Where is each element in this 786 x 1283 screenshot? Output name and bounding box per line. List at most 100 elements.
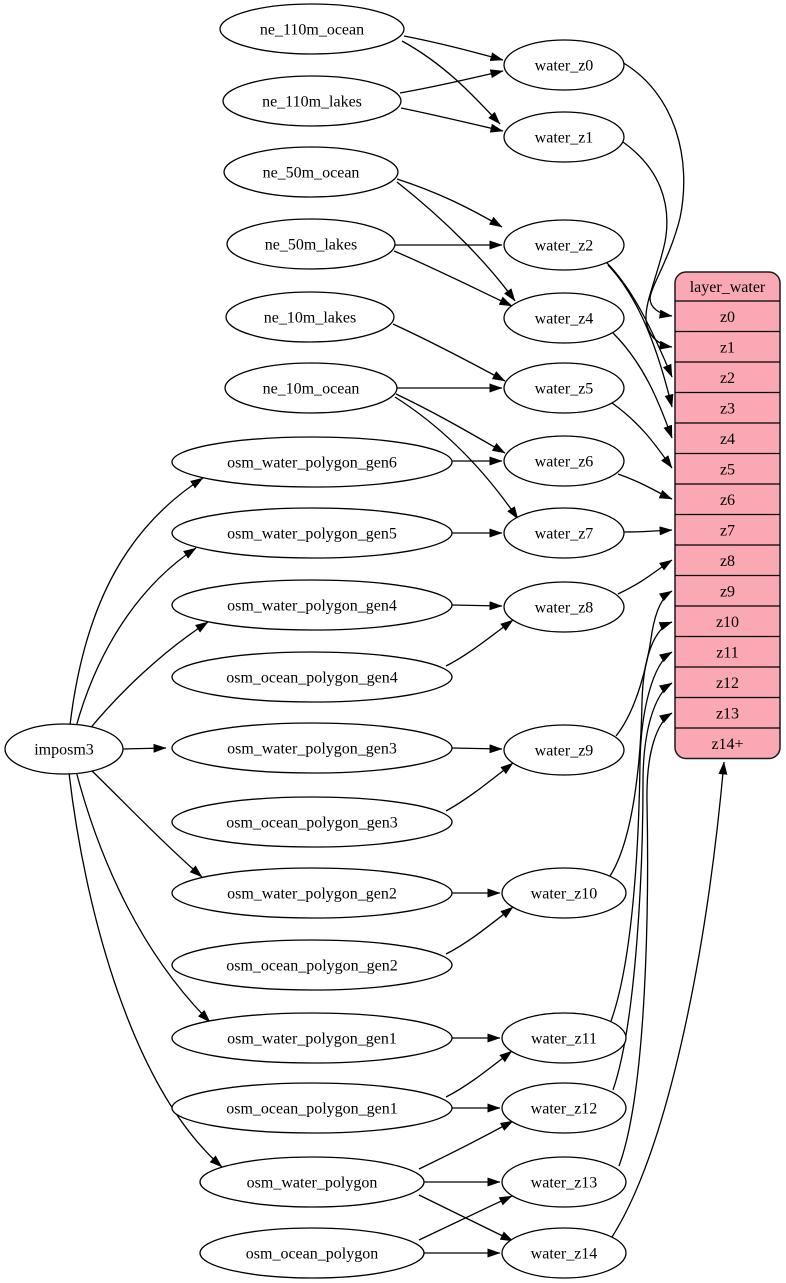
- edge-ne_110m_lakes-to-water_z1: [400, 107, 504, 133]
- node-label-water_z2: water_z2: [535, 238, 594, 255]
- node-ellipse-water_z1: [503, 111, 625, 163]
- node-osm_ocean_polygon_gen1: osm_ocean_polygon_gen1: [171, 1082, 453, 1134]
- node-water_z10: water_z10: [501, 867, 627, 919]
- node-water_z2: water_z2: [503, 219, 625, 271]
- record-row-z14+: z14+: [711, 736, 743, 753]
- edge-ne_110m_ocean-to-water_z1: [401, 40, 501, 125]
- node-ellipse-ne_10m_ocean: [224, 362, 398, 414]
- node-water_z5: water_z5: [503, 362, 625, 414]
- edge-osm_ocean_polygon_gen3-to-water_z9: [445, 762, 514, 812]
- node-imposm3: imposm3: [4, 723, 124, 775]
- edge-water_z0-to-layer_water-z0: [621, 61, 685, 319]
- node-osm_water_polygon_gen5: osm_water_polygon_gen5: [171, 507, 453, 559]
- node-ellipse-water_z4: [503, 292, 625, 344]
- node-ne_110m_lakes: ne_110m_lakes: [222, 75, 402, 127]
- edge-imposm3-to-osm_water_polygon_gen3: [122, 743, 167, 753]
- node-osm_ocean_polygon_gen4: osm_ocean_polygon_gen4: [171, 651, 453, 703]
- edge-water_z2-to-layer_water-z3: [607, 264, 674, 408]
- edge-water_z13-to-layer_water-z13: [618, 712, 673, 1167]
- node-ellipse-water_z0: [503, 39, 625, 91]
- node-ellipse-imposm3: [4, 723, 124, 775]
- edge-water_z8-to-layer_water-z8: [617, 559, 673, 595]
- node-label-water_z5: water_z5: [535, 381, 594, 398]
- node-label-osm_water_polygon_gen3: osm_water_polygon_gen3: [227, 741, 397, 758]
- node-ellipse-osm_ocean_polygon_gen4: [171, 651, 453, 703]
- record-row-z13: z13: [716, 705, 739, 722]
- edge-water_z7-to-layer_water-z7: [623, 526, 673, 536]
- node-label-water_z6: water_z6: [535, 454, 594, 471]
- node-ellipse-osm_water_polygon_gen4: [171, 579, 453, 631]
- edge-osm_ocean_polygon_gen4-to-water_z8: [445, 619, 514, 667]
- node-ellipse-osm_water_polygon_gen1: [171, 1012, 453, 1064]
- edge-ne_10m_ocean-to-water_z7: [394, 396, 519, 520]
- node-ellipse-ne_50m_lakes: [226, 218, 396, 270]
- edge-imposm3-to-osm_water_polygon_gen1: [75, 770, 211, 1023]
- node-water_z14: water_z14: [501, 1227, 627, 1279]
- edge-osm_ocean_polygon_gen1-to-water_z11: [445, 1050, 513, 1098]
- edge-imposm3-to-osm_water_polygon: [68, 772, 223, 1168]
- node-water_z8: water_z8: [503, 581, 625, 633]
- node-water_z7: water_z7: [503, 507, 625, 559]
- node-osm_water_polygon_gen2: osm_water_polygon_gen2: [171, 867, 453, 919]
- node-ellipse-ne_110m_lakes: [222, 75, 402, 127]
- node-label-water_z10: water_z10: [531, 886, 598, 903]
- node-label-osm_water_polygon: osm_water_polygon: [247, 1175, 378, 1192]
- node-osm_water_polygon_gen1: osm_water_polygon_gen1: [171, 1012, 453, 1064]
- record-row-z2: z2: [720, 370, 735, 387]
- edge-water_z5-to-layer_water-z5: [611, 402, 673, 469]
- record-row-z11: z11: [716, 644, 739, 661]
- node-ellipse-water_z8: [503, 581, 625, 633]
- edge-imposm3-to-osm_water_polygon_gen6: [69, 477, 204, 726]
- node-water_z11: water_z11: [501, 1012, 627, 1064]
- node-water_z0: water_z0: [503, 39, 625, 91]
- edge-ne_10m_lakes-to-water_z5: [392, 323, 506, 382]
- record-row-z0: z0: [720, 309, 735, 326]
- node-osm_water_polygon_gen4: osm_water_polygon_gen4: [171, 579, 453, 631]
- edge-water_z9-to-layer_water-z9: [615, 590, 673, 737]
- node-label-water_z8: water_z8: [535, 600, 594, 617]
- node-osm_ocean_polygon_gen2: osm_ocean_polygon_gen2: [171, 939, 453, 991]
- node-ellipse-water_z6: [503, 435, 625, 487]
- node-label-water_z12: water_z12: [531, 1101, 598, 1118]
- node-osm_water_polygon_gen6: osm_water_polygon_gen6: [171, 436, 453, 488]
- edge-water_z11-to-layer_water-z11: [610, 651, 673, 1022]
- node-label-water_z1: water_z1: [535, 130, 594, 147]
- node-ellipse-ne_110m_ocean: [219, 3, 405, 55]
- node-label-ne_50m_ocean: ne_50m_ocean: [263, 165, 360, 182]
- edge-ne_50m_ocean-to-water_z4: [396, 181, 516, 302]
- node-ellipse-osm_water_polygon_gen5: [171, 507, 453, 559]
- node-osm_water_polygon: osm_water_polygon: [199, 1156, 425, 1208]
- edge-water_z6-to-layer_water-z6: [617, 473, 673, 500]
- node-water_z4: water_z4: [503, 292, 625, 344]
- node-label-ne_10m_lakes: ne_10m_lakes: [264, 310, 356, 327]
- node-water_z12: water_z12: [501, 1082, 627, 1134]
- node-ellipse-water_z5: [503, 362, 625, 414]
- node-label-osm_ocean_polygon: osm_ocean_polygon: [246, 1246, 378, 1263]
- node-ellipse-osm_ocean_polygon_gen3: [171, 796, 453, 848]
- nodes-layer: imposm3 ne_110m_ocean ne_110m_lakes ne_50m_…: [4, 3, 627, 1279]
- node-label-ne_10m_ocean: ne_10m_ocean: [263, 381, 360, 398]
- edge-ne_110m_lakes-to-water_z0: [399, 69, 504, 94]
- edge-osm_ocean_polygon_gen2-to-water_z10: [445, 906, 514, 955]
- node-label-osm_water_polygon_gen5: osm_water_polygon_gen5: [227, 526, 397, 543]
- edge-osm_water_polygon-to-water_z14: [418, 1194, 514, 1242]
- node-ellipse-water_z2: [503, 219, 625, 271]
- record-row-z5: z5: [720, 461, 735, 478]
- node-ellipse-water_z9: [503, 724, 625, 776]
- edge-water_z4-to-layer_water-z4: [612, 332, 673, 439]
- edges-layer: [68, 35, 728, 1258]
- node-ne_50m_lakes: ne_50m_lakes: [226, 218, 396, 270]
- edge-ne_10m_ocean-to-water_z6: [395, 393, 506, 454]
- edge-imposm3-to-osm_water_polygon_gen5: [75, 547, 197, 728]
- record-title: layer_water: [690, 279, 766, 296]
- node-ne_10m_ocean: ne_10m_ocean: [224, 362, 398, 414]
- node-label-water_z11: water_z11: [531, 1031, 597, 1048]
- node-label-water_z4: water_z4: [535, 311, 594, 328]
- node-label-water_z0: water_z0: [535, 58, 594, 75]
- node-ellipse-osm_ocean_polygon: [199, 1227, 425, 1279]
- node-ellipse-osm_water_polygon_gen3: [171, 722, 453, 774]
- record-row-z3: z3: [720, 400, 735, 417]
- node-ne_110m_ocean: ne_110m_ocean: [219, 3, 405, 55]
- node-ne_50m_ocean: ne_50m_ocean: [223, 146, 399, 198]
- edge-osm_water_polygon-to-water_z12: [418, 1120, 514, 1170]
